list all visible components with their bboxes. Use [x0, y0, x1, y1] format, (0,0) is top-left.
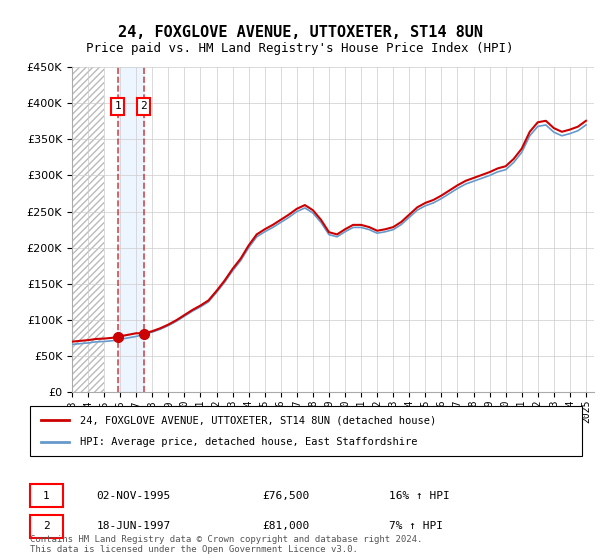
Text: 2: 2 [43, 521, 50, 531]
Bar [72, 67, 104, 392]
HPI: Average price, detached house, East Staffordshire: (2e+03, 1.52e+05): Average price, detached house, East Staf… [221, 279, 228, 286]
24, FOXGLOVE AVENUE, UTTOXETER, ST14 8UN (detached house) [542, 118, 550, 124]
24, FOXGLOVE AVENUE, UTTOXETER, ST14 8UN (detached house) [68, 338, 76, 345]
HPI: Average price, detached house, East Staffordshire: (2.02e+03, 3.7e+05): Average price, detached house, East Staf… [542, 122, 550, 128]
Line: 24, FOXGLOVE AVENUE, UTTOXETER, ST14 8UN (detached house): 24, FOXGLOVE AVENUE, UTTOXETER, ST14 8UN… [72, 121, 586, 342]
Text: 7% ↑ HPI: 7% ↑ HPI [389, 521, 443, 531]
Text: 2: 2 [140, 101, 147, 111]
Bar [118, 67, 143, 392]
HPI: Average price, detached house, East Staffordshire: (2e+03, 1.12e+05): Average price, detached house, East Staf… [189, 308, 196, 315]
Text: 18-JUN-1997: 18-JUN-1997 [96, 521, 170, 531]
HPI: Average price, detached house, East Staffordshire: (2.02e+03, 3.58e+05): Average price, detached house, East Staf… [566, 130, 574, 137]
Bar [72, 67, 104, 392]
HPI: Average price, detached house, East Staffordshire: (2.01e+03, 2.15e+05): Average price, detached house, East Staf… [334, 234, 341, 240]
Text: HPI: Average price, detached house, East Staffordshire: HPI: Average price, detached house, East… [80, 437, 417, 447]
24, FOXGLOVE AVENUE, UTTOXETER, ST14 8UN (detached house) [566, 126, 574, 133]
24, FOXGLOVE AVENUE, UTTOXETER, ST14 8UN (detached house) [334, 231, 341, 238]
24, FOXGLOVE AVENUE, UTTOXETER, ST14 8UN (detached house) [510, 156, 517, 162]
HPI: Average price, detached house, East Staffordshire: (2.01e+03, 2.42e+05): Average price, detached house, East Staf… [285, 214, 292, 221]
Text: 24, FOXGLOVE AVENUE, UTTOXETER, ST14 8UN (detached house): 24, FOXGLOVE AVENUE, UTTOXETER, ST14 8UN… [80, 415, 436, 425]
24, FOXGLOVE AVENUE, UTTOXETER, ST14 8UN (detached house) [583, 118, 590, 124]
Text: 02-NOV-1995: 02-NOV-1995 [96, 491, 170, 501]
Text: Price paid vs. HM Land Registry's House Price Index (HPI): Price paid vs. HM Land Registry's House … [86, 42, 514, 55]
Text: 1: 1 [43, 491, 50, 501]
Text: £81,000: £81,000 [262, 521, 309, 531]
FancyBboxPatch shape [30, 484, 63, 507]
Text: £76,500: £76,500 [262, 491, 309, 501]
FancyBboxPatch shape [30, 515, 63, 538]
Text: Contains HM Land Registry data © Crown copyright and database right 2024.
This d: Contains HM Land Registry data © Crown c… [30, 535, 422, 554]
HPI: Average price, detached house, East Staffordshire: (2.02e+03, 3.18e+05): Average price, detached house, East Staf… [510, 159, 517, 166]
HPI: Average price, detached house, East Staffordshire: (1.99e+03, 6.6e+04): Average price, detached house, East Staf… [68, 341, 76, 348]
Text: 1: 1 [114, 101, 121, 111]
24, FOXGLOVE AVENUE, UTTOXETER, ST14 8UN (detached house) [285, 211, 292, 218]
24, FOXGLOVE AVENUE, UTTOXETER, ST14 8UN (detached house) [221, 277, 228, 284]
Line: HPI: Average price, detached house, East Staffordshire: HPI: Average price, detached house, East… [72, 125, 586, 344]
FancyBboxPatch shape [30, 406, 582, 456]
Text: 24, FOXGLOVE AVENUE, UTTOXETER, ST14 8UN: 24, FOXGLOVE AVENUE, UTTOXETER, ST14 8UN [118, 25, 482, 40]
HPI: Average price, detached house, East Staffordshire: (2.02e+03, 3.7e+05): Average price, detached house, East Staf… [583, 122, 590, 128]
24, FOXGLOVE AVENUE, UTTOXETER, ST14 8UN (detached house) [189, 306, 196, 313]
Text: 16% ↑ HPI: 16% ↑ HPI [389, 491, 449, 501]
